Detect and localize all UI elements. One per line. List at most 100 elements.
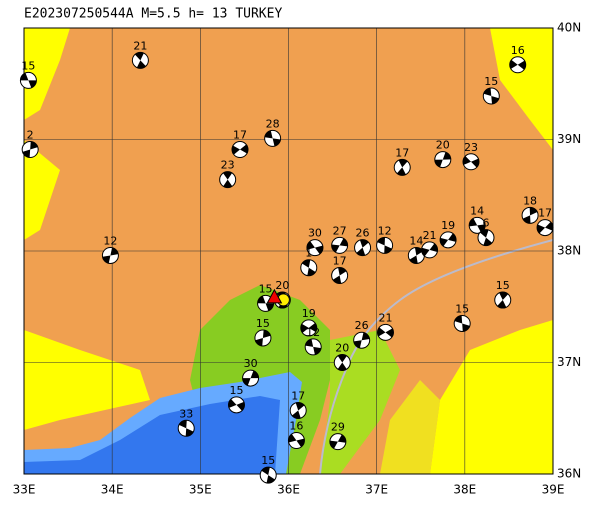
y-tick-label: 38N (557, 244, 581, 258)
depth-label: 20 (335, 342, 349, 355)
depth-label: 1 (305, 247, 312, 260)
compression (454, 315, 470, 332)
depth-label: 6 (482, 217, 489, 230)
focal-mechanism (354, 239, 372, 257)
depth-label: 23 (221, 159, 235, 172)
compression (440, 233, 457, 247)
depth-label: 30 (308, 227, 322, 240)
compression (178, 420, 194, 437)
y-tick-label: 39N (557, 132, 581, 146)
depth-label: 15 (259, 282, 273, 295)
focal-mechanism (536, 219, 554, 237)
compression (306, 241, 323, 255)
focal-mechanism (376, 323, 394, 341)
focal-mechanism (231, 141, 249, 159)
focal-mechanism (254, 329, 272, 347)
depth-label: 17 (291, 389, 305, 402)
focal-mechanism (259, 466, 277, 484)
compression (353, 332, 370, 348)
main-event-triangle (266, 288, 283, 304)
y-tick-label: 37N (557, 355, 581, 369)
y-tick-label: 36N (557, 467, 581, 481)
focal-mechanism (219, 171, 237, 189)
compression (242, 370, 259, 386)
x-tick-label: 34E (101, 483, 124, 497)
depth-label: 20 (436, 139, 450, 152)
compression (261, 467, 275, 484)
compression (483, 88, 499, 104)
compression (292, 402, 305, 419)
depth-label: 19 (441, 219, 455, 232)
map-title: E202307250544A M=5.5 h= 13 TURKEY (24, 7, 282, 22)
compression (469, 218, 486, 233)
depth-label: 12 (378, 224, 392, 237)
focal-mechanism (353, 331, 371, 349)
depth-label: 17 (538, 207, 552, 220)
depth-label: 12 (306, 326, 320, 339)
focal-mechanism (264, 129, 282, 147)
focal-mechanism (300, 259, 318, 277)
depth-label: 17 (395, 146, 409, 159)
depth-label: 33 (179, 407, 193, 420)
x-tick-label: 39E (542, 483, 565, 497)
focal-mechanism (468, 216, 486, 234)
depth-label: 29 (331, 421, 345, 434)
depth-label: 14 (470, 204, 484, 217)
depth-label: 26 (355, 319, 369, 332)
focal-mechanism (300, 319, 318, 337)
compression (332, 267, 347, 284)
compression (479, 229, 493, 246)
compression (288, 434, 305, 448)
focal-mechanism (421, 241, 439, 259)
x-tick-label: 37E (365, 483, 388, 497)
depth-label: 12 (103, 234, 117, 247)
depth-label: 28 (266, 117, 280, 130)
focal-mechanism (494, 291, 512, 309)
compression (509, 59, 526, 70)
depth-label: 15 (455, 302, 469, 315)
depth-label: 21 (423, 229, 437, 242)
focal-mechanism (453, 314, 471, 332)
depth-label: 15 (484, 75, 498, 88)
depth-label: 17 (333, 255, 347, 268)
x-tick-label: 38E (453, 483, 476, 497)
depth-label: 2 (27, 129, 34, 142)
focal-mechanism (101, 246, 119, 264)
depth-label: 18 (523, 194, 537, 207)
focal-mechanism (393, 158, 411, 176)
compression (257, 295, 274, 311)
depth-label: 19 (302, 307, 316, 320)
depth-label: 30 (244, 357, 258, 370)
focal-mechanism (477, 229, 495, 247)
compression (20, 72, 37, 88)
compression (434, 152, 451, 168)
depth-label: 15 (496, 279, 510, 292)
focal-mechanism (509, 56, 527, 74)
focal-mechanism (329, 433, 347, 451)
x-tick-label: 33E (13, 483, 36, 497)
compression (305, 339, 322, 355)
focal-mechanism (242, 369, 260, 387)
compression (377, 237, 392, 254)
compression (102, 247, 119, 264)
depth-label: 14 (409, 234, 423, 247)
compression (522, 207, 538, 224)
focal-mechanism (177, 419, 195, 437)
depth-label: 15 (229, 384, 243, 397)
compression (228, 399, 245, 411)
focal-mechanism (306, 239, 324, 257)
compression (463, 156, 480, 168)
compression (409, 247, 424, 264)
depth-label: 16 (511, 44, 525, 57)
depth-label: 20 (275, 279, 289, 292)
depth-label: 15 (21, 59, 35, 72)
focal-mechanism (287, 432, 305, 450)
focal-mechanism (131, 51, 149, 69)
x-tick-label: 36E (277, 483, 300, 497)
focal-mechanism (289, 401, 307, 419)
focal-mechanism (331, 236, 349, 254)
focal-mechanism (439, 231, 457, 249)
focal-mechanism (333, 354, 351, 371)
compression (377, 327, 394, 338)
